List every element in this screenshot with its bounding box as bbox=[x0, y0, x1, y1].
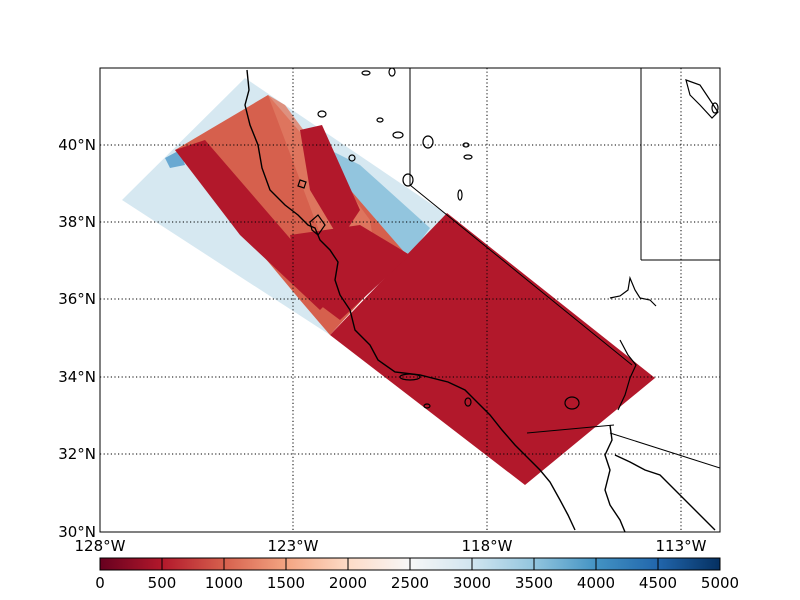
model-domain-blue-strip bbox=[330, 150, 430, 255]
colorbar-label: 4500 bbox=[639, 574, 677, 592]
lon-label-118: 118°W bbox=[462, 537, 513, 555]
colorbar-ticks bbox=[161, 558, 659, 570]
colorbar-label: 1000 bbox=[205, 574, 243, 592]
colorbar-label: 2500 bbox=[391, 574, 429, 592]
lon-label-113: 113°W bbox=[656, 537, 707, 555]
lat-label-36: 36°N bbox=[58, 290, 96, 308]
lat-label-38: 38°N bbox=[58, 213, 96, 231]
colorbar-label: 5000 bbox=[701, 574, 739, 592]
colorbar-labels: 0 500 1000 1500 2000 2500 3000 3500 4000 4500 5000 bbox=[95, 574, 739, 592]
lat-label-30: 30°N bbox=[58, 523, 96, 541]
lon-label-123: 123°W bbox=[268, 537, 319, 555]
coastline bbox=[244, 69, 576, 531]
lat-label-32: 32°N bbox=[58, 445, 96, 463]
model-domain-red-band bbox=[175, 140, 330, 310]
latitude-labels: 40°N 38°N 36°N 34°N 32°N 30°N bbox=[58, 136, 96, 541]
graticule bbox=[100, 68, 720, 532]
colorbar: 0 500 1000 1500 2000 2500 3000 3500 4000 4500 5000 bbox=[95, 557, 739, 592]
colorbar-label: 0 bbox=[95, 574, 105, 592]
longitude-labels: 128°W 123°W 118°W 113°W bbox=[75, 537, 707, 555]
coastline-gulf bbox=[604, 424, 716, 532]
model-domain-red-link bbox=[290, 225, 410, 320]
map-frame bbox=[99, 67, 721, 533]
model-domain-red-ridge bbox=[300, 125, 360, 240]
coastline-bay bbox=[297, 179, 326, 236]
coastline-northwest bbox=[609, 275, 657, 411]
colorbar-label: 2000 bbox=[329, 574, 367, 592]
lon-label-128: 128°W bbox=[75, 537, 126, 555]
map-area bbox=[122, 68, 720, 532]
colorbar-label: 1500 bbox=[267, 574, 305, 592]
lat-label-34: 34°N bbox=[58, 368, 96, 386]
lat-label-40: 40°N bbox=[58, 136, 96, 154]
colorbar-label: 3500 bbox=[515, 574, 553, 592]
colorbar-label: 3000 bbox=[453, 574, 491, 592]
model-domain-red-main bbox=[330, 213, 655, 485]
colorbar-label: 4000 bbox=[577, 574, 615, 592]
colorbar-label: 500 bbox=[148, 574, 177, 592]
state-borders bbox=[409, 68, 720, 469]
